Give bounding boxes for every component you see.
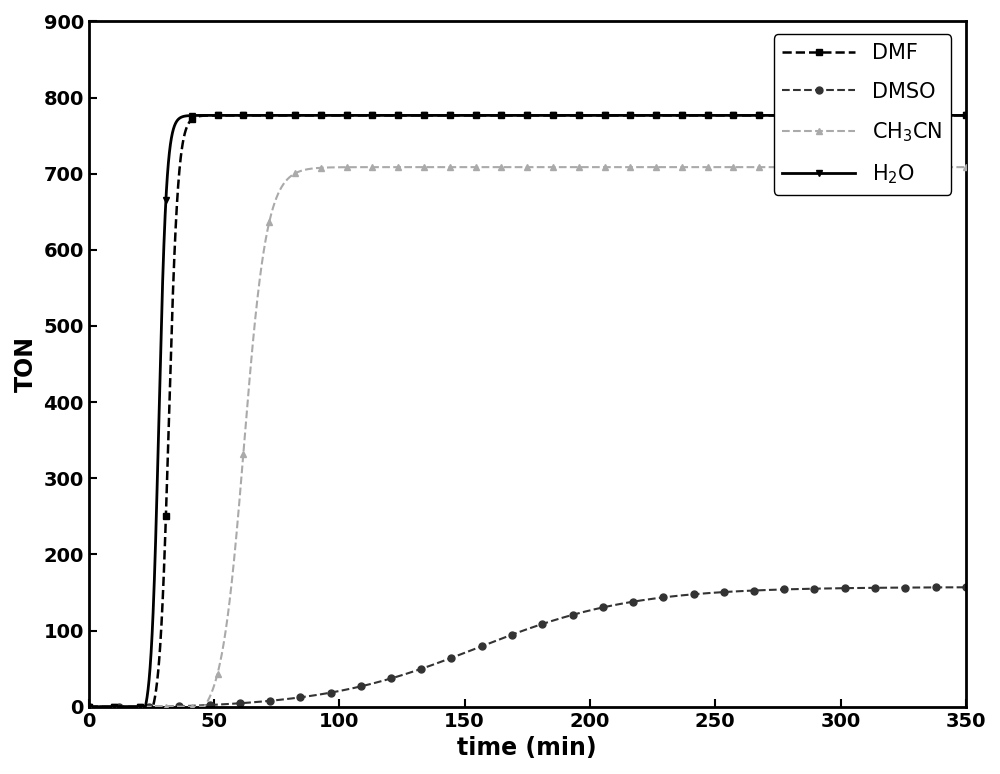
H$_2$O — [960, 111, 972, 120]
H$_2$O — [497, 111, 509, 120]
DMF — [400, 111, 412, 120]
H$_2$O — [603, 111, 615, 120]
DMSO — [892, 583, 904, 592]
Line: DMF: DMF — [85, 112, 969, 711]
Line: H$_2$O: H$_2$O — [85, 112, 969, 711]
CH$_3$CN — [657, 163, 669, 172]
CH$_3$CN — [400, 163, 412, 172]
H$_2$O — [266, 111, 278, 120]
H$_2$O — [400, 111, 412, 120]
H$_2$O — [295, 111, 307, 120]
Legend: DMF, DMSO, CH$_3$CN, H$_2$O: DMF, DMSO, CH$_3$CN, H$_2$O — [774, 35, 951, 194]
DMF — [603, 111, 615, 120]
DMF — [892, 111, 904, 120]
DMSO — [83, 702, 95, 711]
DMF — [83, 702, 95, 711]
DMSO — [400, 670, 412, 679]
CH$_3$CN — [603, 163, 615, 172]
DMF — [266, 111, 278, 120]
DMSO — [497, 634, 509, 643]
X-axis label: time (min): time (min) — [457, 736, 597, 760]
Y-axis label: TON: TON — [14, 336, 38, 392]
DMF — [960, 111, 972, 120]
DMSO — [960, 583, 972, 592]
CH$_3$CN — [83, 702, 95, 711]
DMSO — [266, 696, 278, 705]
CH$_3$CN — [892, 163, 904, 172]
DMSO — [603, 601, 615, 611]
Line: DMSO: DMSO — [85, 584, 969, 711]
DMF — [497, 111, 509, 120]
DMF — [330, 111, 342, 120]
DMF — [640, 111, 652, 120]
DMSO — [640, 595, 652, 604]
H$_2$O — [640, 111, 652, 120]
CH$_3$CN — [497, 163, 509, 172]
CH$_3$CN — [266, 207, 278, 217]
CH$_3$CN — [640, 163, 652, 172]
Line: CH$_3$CN: CH$_3$CN — [85, 163, 969, 711]
H$_2$O — [892, 111, 904, 120]
CH$_3$CN — [960, 163, 972, 172]
H$_2$O — [83, 702, 95, 711]
